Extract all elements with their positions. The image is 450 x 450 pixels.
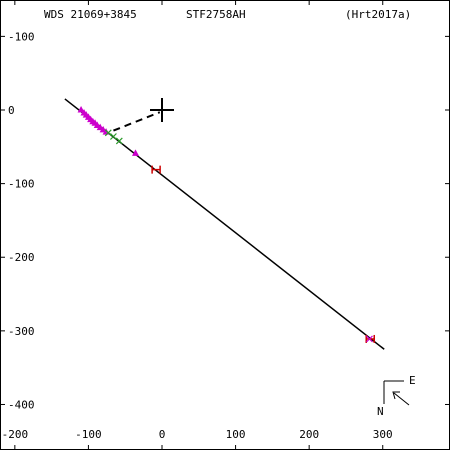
- x-stroke: [115, 137, 123, 145]
- observation-point-triangle: [77, 106, 85, 113]
- orbit-reference: (Hrt2017a): [345, 8, 412, 21]
- x-tick-label: 300: [373, 428, 393, 441]
- motion-arrow-icon: [393, 392, 410, 406]
- y-tick-label: 0: [8, 104, 15, 117]
- x-tick-label: -200: [2, 428, 29, 441]
- y-tick-label: -300: [8, 325, 35, 338]
- observation-point-triangle: [132, 149, 140, 156]
- x-tick-label: 200: [299, 428, 319, 441]
- system-designation: WDS 21069+3845: [44, 8, 137, 21]
- y-tick-label: -100: [8, 30, 35, 43]
- x-tick-label: 0: [159, 428, 166, 441]
- observation-point-bracket: [151, 165, 161, 174]
- y-tick-label: -200: [8, 251, 35, 264]
- observation-point-x: [104, 129, 112, 137]
- x-stroke: [104, 129, 112, 137]
- x-stroke: [110, 133, 117, 140]
- observation-point-x: [110, 133, 117, 140]
- y-tick-label: -100: [8, 178, 35, 191]
- compass-north-label: N: [377, 405, 384, 418]
- projection-line: [113, 111, 161, 132]
- motion-arrowhead-icon: [392, 391, 400, 400]
- orbit-line: [64, 98, 385, 350]
- orientation-compass: E N: [377, 374, 416, 418]
- pair-name: STF2758AH: [186, 8, 246, 21]
- x-tick-label: 100: [226, 428, 246, 441]
- x-tick-label: -100: [75, 428, 102, 441]
- x-stroke: [366, 335, 373, 343]
- observation-point-x: [115, 137, 123, 145]
- compass-east-label: E: [409, 374, 416, 387]
- y-tick-label: -400: [8, 398, 35, 411]
- observation-point-x: [366, 335, 373, 343]
